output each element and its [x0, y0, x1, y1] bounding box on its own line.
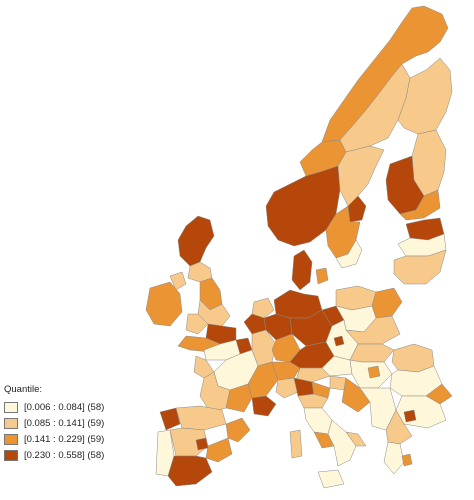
legend-label: [0.230 : 0.558] (58) [24, 449, 105, 461]
map-legend: Quantile: [0.006 : 0.084] (58) [0.085 : … [4, 384, 154, 463]
region-warsaw [371, 287, 403, 319]
region-wales [185, 313, 209, 335]
region-emilia [297, 393, 329, 409]
region-lithuania [393, 249, 447, 285]
region-switzerland [271, 361, 301, 381]
region-north-sweden [339, 63, 411, 153]
region-north-romania [391, 343, 435, 373]
region-netherlands [251, 297, 275, 319]
legend-label: [0.141 : 0.229] (59) [24, 433, 105, 445]
region-sardinia [289, 429, 303, 459]
region-piedmont [275, 377, 299, 399]
region-slovenia [329, 375, 347, 391]
legend-item: [0.006 : 0.084] (58) [4, 399, 154, 415]
region-sofia [403, 409, 417, 423]
region-puglia [345, 431, 367, 447]
region-smaland [335, 239, 363, 269]
region-ireland [145, 281, 183, 327]
region-northern-spain [175, 405, 227, 431]
legend-label: [0.006 : 0.084] (58) [24, 401, 105, 413]
region-austria-west [295, 367, 331, 383]
region-midi-pyrenees [225, 383, 253, 413]
region-central-italy [303, 407, 333, 435]
region-madrid [195, 437, 209, 451]
region-south-italy [327, 419, 357, 467]
region-catalonia [225, 417, 251, 443]
legend-swatch [4, 417, 18, 429]
region-andalusia [167, 455, 213, 487]
region-helsinki [399, 189, 441, 221]
legend-swatch [4, 449, 18, 461]
legend-swatch [4, 401, 18, 413]
region-provence [251, 395, 277, 417]
region-zealand [315, 267, 329, 285]
region-lapland [397, 57, 453, 135]
region-sicily [317, 469, 345, 489]
region-budapest [367, 365, 381, 379]
region-galicia [159, 407, 181, 431]
region-prague [333, 335, 345, 347]
region-scotland [177, 215, 215, 267]
legend-item: [0.085 : 0.141] (59) [4, 415, 154, 431]
region-south-greece [383, 441, 405, 475]
legend-item: [0.141 : 0.229] (59) [4, 431, 154, 447]
legend-title: Quantile: [4, 384, 43, 395]
region-valencia [205, 437, 233, 463]
region-slovakia [349, 343, 395, 363]
legend-label: [0.085 : 0.141] (59) [24, 417, 105, 429]
region-central-sweden [337, 145, 385, 207]
region-northern-ireland [169, 271, 187, 291]
region-jutland [291, 249, 313, 291]
legend-item: [0.230 : 0.558] (58) [4, 447, 154, 463]
region-south-sweden [325, 205, 361, 259]
region-north-germany [273, 289, 323, 319]
region-athens [401, 453, 413, 467]
legend-swatch [4, 433, 18, 445]
